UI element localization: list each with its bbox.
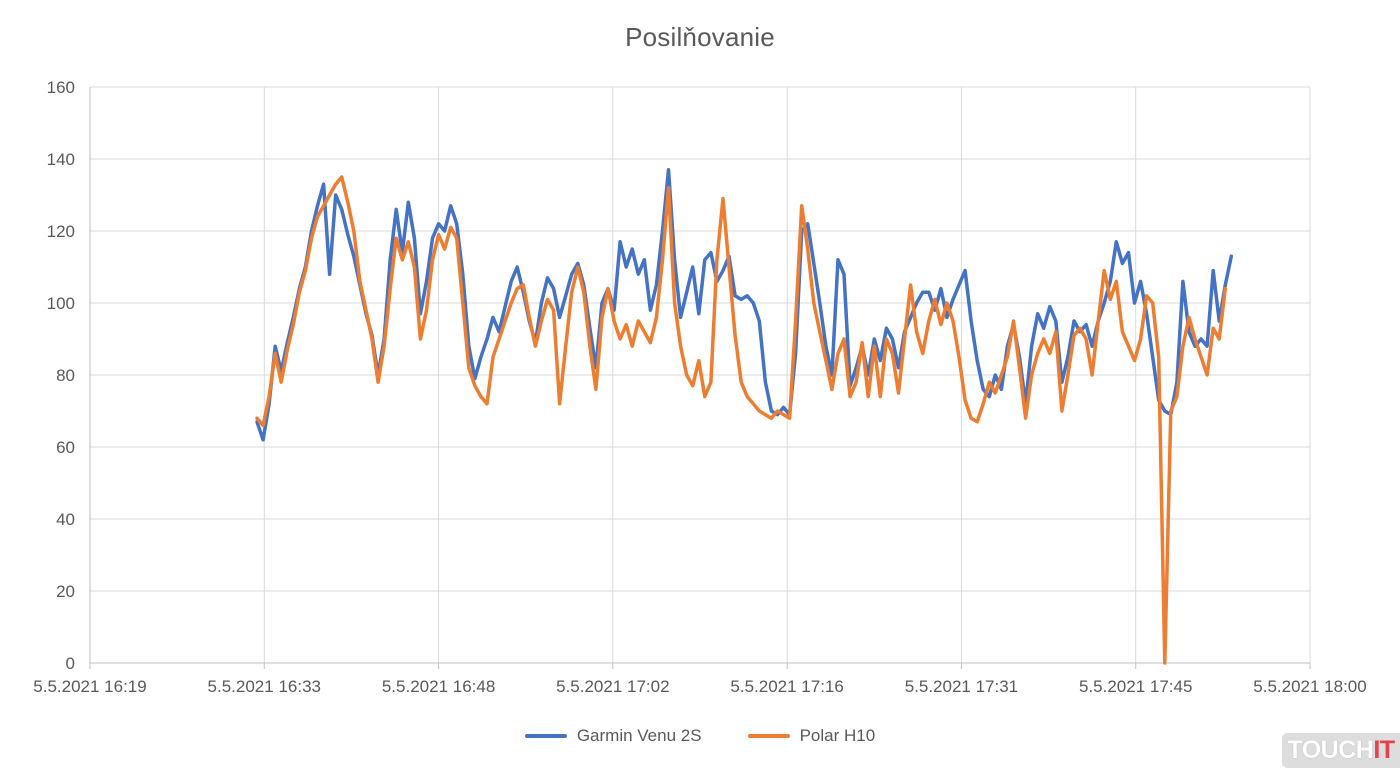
- y-tick-label: 80: [56, 366, 75, 385]
- x-tick-label: 5.5.2021 17:45: [1079, 677, 1192, 696]
- series-line-garmin-venu-2s: [255, 168, 1234, 442]
- y-tick-label: 100: [47, 294, 75, 313]
- watermark-text-it: IT: [1373, 736, 1395, 764]
- legend-swatch: [747, 734, 790, 738]
- chart-title: Posilňovanie: [625, 22, 775, 52]
- legend-label: Garmin Venu 2S: [576, 726, 702, 745]
- legend-swatch: [524, 734, 567, 738]
- x-tick-label: 5.5.2021 17:31: [905, 677, 1018, 696]
- x-tick-label: 5.5.2021 16:48: [382, 677, 495, 696]
- series-line-polar-h10: [255, 175, 1228, 665]
- touchit-watermark: TOUCH IT: [1282, 733, 1400, 768]
- y-tick-label: 160: [47, 78, 75, 97]
- legend-label: Polar H10: [799, 726, 876, 745]
- x-tick-label: 5.5.2021 16:33: [208, 677, 321, 696]
- legend-item: Garmin Venu 2S: [524, 726, 702, 746]
- y-tick-label: 140: [47, 150, 75, 169]
- watermark-text-touch: TOUCH: [1287, 736, 1374, 764]
- x-tick-label: 5.5.2021 17:16: [730, 677, 843, 696]
- y-tick-label: 20: [56, 582, 75, 601]
- legend-item: Polar H10: [747, 726, 876, 746]
- legend: Garmin Venu 2S Polar H10: [0, 726, 1400, 746]
- x-tick-label: 5.5.2021 17:02: [556, 677, 669, 696]
- x-tick-label: 5.5.2021 16:19: [33, 677, 146, 696]
- x-tick-label: 5.5.2021 18:00: [1253, 677, 1366, 696]
- y-tick-label: 0: [66, 654, 75, 673]
- y-tick-label: 40: [56, 510, 75, 529]
- y-tick-label: 60: [56, 438, 75, 457]
- y-tick-label: 120: [47, 222, 75, 241]
